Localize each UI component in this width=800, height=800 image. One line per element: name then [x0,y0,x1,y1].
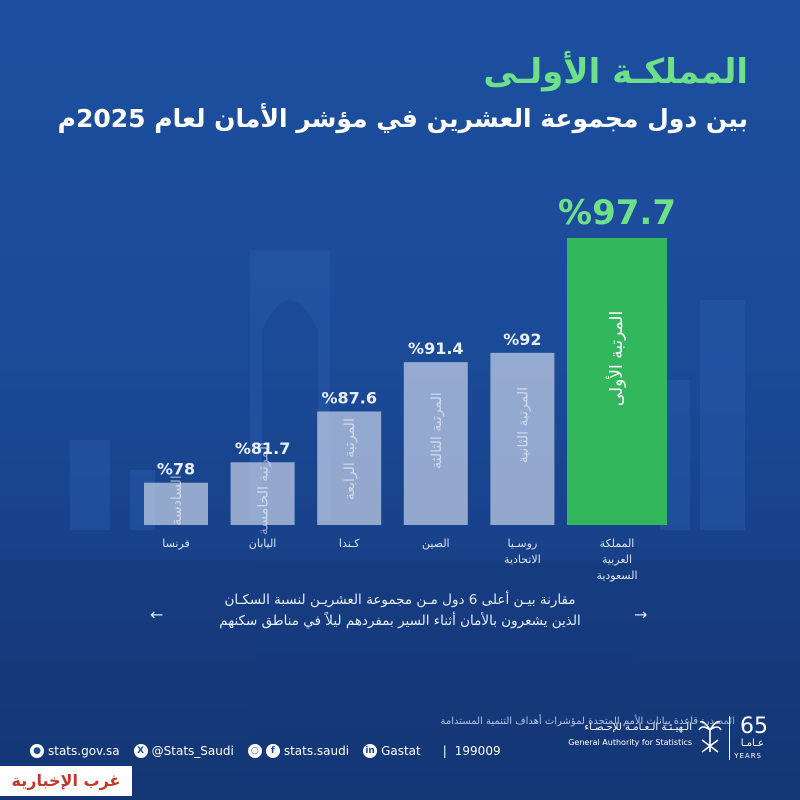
website-link[interactable]: ● stats.gov.sa [30,744,120,758]
category-label-4-0: روسـيا [508,537,538,550]
anniversary-label-en: YEARS [734,752,762,760]
caption-line-2: الذين يشعرون بالأمان أثناء السير بمفردهم… [219,613,581,629]
value-label-0: %78 [157,460,195,479]
category-label-1-0: اليابان [249,537,277,550]
category-label-5-0: المملكة [600,537,635,550]
page-title: المملكـة الأولـى [483,52,748,92]
caption-line-1: مقارنة بيـن أعلى 6 دول مـن مجموعة العشري… [224,592,576,608]
bar-2 [317,411,382,525]
instagram-icon: ○ [247,744,262,758]
rank-label-1: المرتبة الخامسة [256,442,272,535]
category-label-2-0: كـندا [339,537,360,550]
value-label-5: %97.7 [558,193,676,233]
footer-links: ● stats.gov.sa X @Stats_Saudi ○ f stats.… [30,744,501,758]
footer-separator: | [442,744,447,758]
facebook-icon: f [265,744,280,758]
value-label-2: %87.6 [321,388,377,407]
twitter-link[interactable]: X @Stats_Saudi [133,744,234,758]
bar-5 [567,238,667,525]
bar-0 [144,482,208,525]
globe-icon: ● [30,744,44,758]
category-label-0-0: فرنسا [162,537,190,550]
gastat-name-ar: الـهيـئـة الـعـامـة للإحـصـاء [584,722,692,733]
category-label-5-1: العربية [602,553,632,566]
gastat-name-en: General Authority for Statistics [568,738,692,747]
value-label-4: %92 [503,330,541,349]
chart-caption: مقارنة بيـن أعلى 6 دول مـن مجموعة العشري… [170,590,630,632]
rank-label-5: المرتبة الأولى [606,311,627,406]
rank-label-3: المرتبة الثالثة [429,392,445,469]
value-label-3: %91.4 [408,339,464,358]
gastat-logo: الـهيـئـة الـعـامـة للإحـصـاء General Au… [512,712,772,772]
arrow-right-icon: → [634,605,648,624]
anniversary-number: 65 [740,714,768,739]
phone-number: 199009 [454,744,501,758]
bar-3 [403,362,468,525]
value-label-1: %81.7 [235,439,291,458]
x-icon: X [133,744,148,758]
source-text: قاعدة بيانات الأمم المتحدة لمؤشرات أهداف… [440,716,699,727]
anniversary-label-ar: عـامـا [740,738,764,749]
category-label-5-2: السعودية [596,569,637,582]
rank-label-0: السادسة [169,475,185,525]
arrow-left-icon: ← [150,605,164,624]
category-label-3-0: الصين [422,537,450,550]
page-subtitle: بين دول مجموعة العشرين في مؤشر الأمان لع… [57,104,748,133]
bar-4 [490,352,555,525]
category-label-4-1: الاتحادية [504,553,541,566]
palm-emblem-icon [698,720,722,753]
bar-1 [230,462,295,525]
logo-divider [729,716,730,760]
watermark-logo: غرب الإخبارية [0,766,132,796]
linkedin-icon: in [363,744,378,758]
social-link[interactable]: ○ f stats.saudi [247,744,349,758]
rank-label-2: المرتبة الرابعة [342,418,358,500]
linkedin-link[interactable]: in Gastat [363,744,421,758]
rank-label-4: المرتبة الثانية [515,387,531,463]
